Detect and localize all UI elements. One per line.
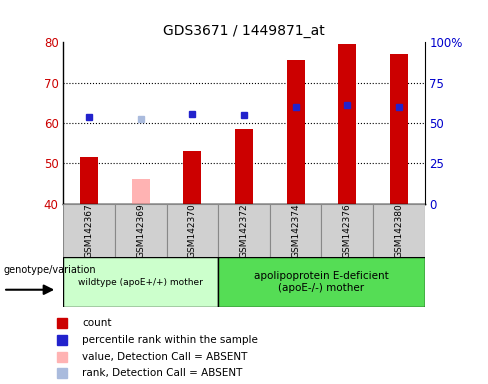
Bar (218, 42, 270, 204)
Title: GDS3671 / 1449871_at: GDS3671 / 1449871_at (163, 25, 325, 38)
Text: GSM142372: GSM142372 (240, 203, 248, 258)
Text: GSM142380: GSM142380 (394, 203, 403, 258)
Text: GSM142374: GSM142374 (291, 203, 300, 258)
Bar (270, 42, 322, 204)
Bar (115, 204, 166, 257)
Bar (166, 204, 218, 257)
Bar (63, 204, 115, 257)
Text: GSM142376: GSM142376 (343, 203, 352, 258)
Bar (63, 257, 218, 307)
Text: GSM142367: GSM142367 (85, 203, 94, 258)
Bar (115, 42, 166, 204)
Bar (63, 42, 115, 204)
Text: GSM142370: GSM142370 (188, 203, 197, 258)
Text: count: count (82, 318, 111, 328)
Text: wildtype (apoE+/+) mother: wildtype (apoE+/+) mother (79, 278, 203, 287)
Bar (166, 42, 218, 204)
Text: apolipoprotein E-deficient
(apoE-/-) mother: apolipoprotein E-deficient (apoE-/-) mot… (254, 271, 389, 293)
Bar (390, 55, 408, 204)
Bar (218, 257, 425, 307)
Bar (235, 129, 253, 204)
Text: value, Detection Call = ABSENT: value, Detection Call = ABSENT (82, 352, 247, 362)
Bar (132, 179, 150, 204)
Bar (183, 151, 202, 204)
Text: rank, Detection Call = ABSENT: rank, Detection Call = ABSENT (82, 368, 242, 378)
Bar (338, 44, 356, 204)
Bar (286, 60, 305, 204)
Text: genotype/variation: genotype/variation (3, 265, 96, 275)
Bar (373, 42, 425, 204)
Bar (322, 204, 373, 257)
Text: GSM142369: GSM142369 (136, 203, 145, 258)
Bar (218, 204, 270, 257)
Bar (80, 157, 98, 204)
Bar (373, 204, 425, 257)
Bar (270, 204, 322, 257)
Text: percentile rank within the sample: percentile rank within the sample (82, 335, 258, 345)
Bar (322, 42, 373, 204)
